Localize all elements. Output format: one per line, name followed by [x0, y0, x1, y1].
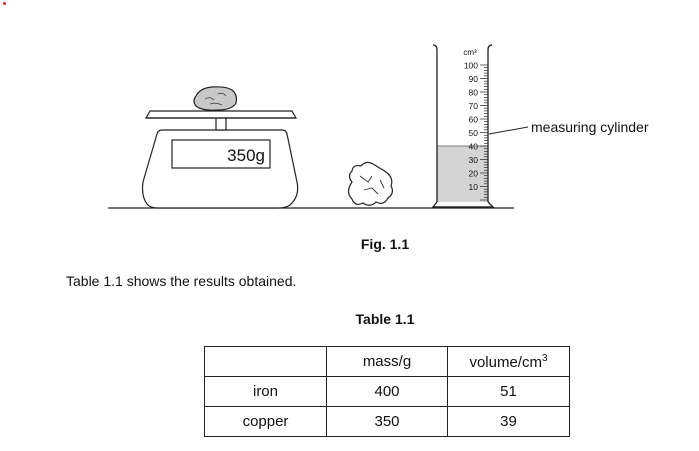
cylinder-unit: cm³ [463, 48, 477, 57]
measuring-cylinder: cm³ 100 90 80 70 60 50 40 30 20 10 [431, 44, 495, 208]
scale-label-70: 70 [469, 101, 479, 111]
crumpled-object [347, 161, 394, 206]
row-material: iron [204, 376, 327, 407]
figure-diagram: 350g cm³ 100 90 80 70 60 50 [108, 44, 649, 209]
scale-label-50: 50 [469, 128, 479, 138]
scale-label-40: 40 [469, 142, 479, 152]
balance-reading: 350g [227, 146, 265, 165]
rock-on-pan [193, 86, 238, 111]
results-table: mass/g volume/cm3 iron 400 51 copper 350… [204, 346, 570, 437]
scale-label-100: 100 [464, 61, 478, 71]
cylinder-liquid [437, 146, 488, 202]
header-volume-exponent: 3 [541, 352, 548, 364]
cylinder-leader-line [488, 126, 529, 135]
scale-label-60: 60 [469, 115, 479, 125]
red-marker-dot [3, 2, 6, 5]
row-mass: 350 [326, 406, 448, 437]
row-material: copper [204, 406, 327, 437]
row-mass: 400 [326, 376, 448, 407]
scale-label-80: 80 [469, 88, 479, 98]
scale-label-10: 10 [469, 182, 479, 192]
intro-text: Table 1.1 shows the results obtained. [66, 273, 297, 289]
balance-display [171, 139, 271, 169]
row-volume: 51 [447, 376, 570, 407]
scale-label-30: 30 [469, 155, 479, 165]
header-volume: volume/cm3 [447, 346, 570, 377]
header-mass: mass/g [326, 346, 448, 377]
header-blank [204, 346, 327, 377]
cylinder-ticks [480, 64, 488, 201]
table-header-row: mass/g volume/cm3 [204, 346, 570, 377]
table-caption: Table 1.1 [355, 311, 415, 327]
scale-label-20: 20 [469, 169, 479, 179]
cylinder-label: measuring cylinder [531, 119, 649, 135]
row-volume: 39 [447, 406, 570, 437]
balance: 350g [141, 110, 299, 209]
balance-pan [144, 110, 298, 119]
figure-caption: Fig. 1.1 [360, 236, 410, 252]
scale-label-90: 90 [469, 74, 479, 84]
header-volume-text: volume/cm [469, 353, 542, 371]
table-row: iron 400 51 [204, 376, 570, 407]
table-row: copper 350 39 [204, 406, 570, 437]
